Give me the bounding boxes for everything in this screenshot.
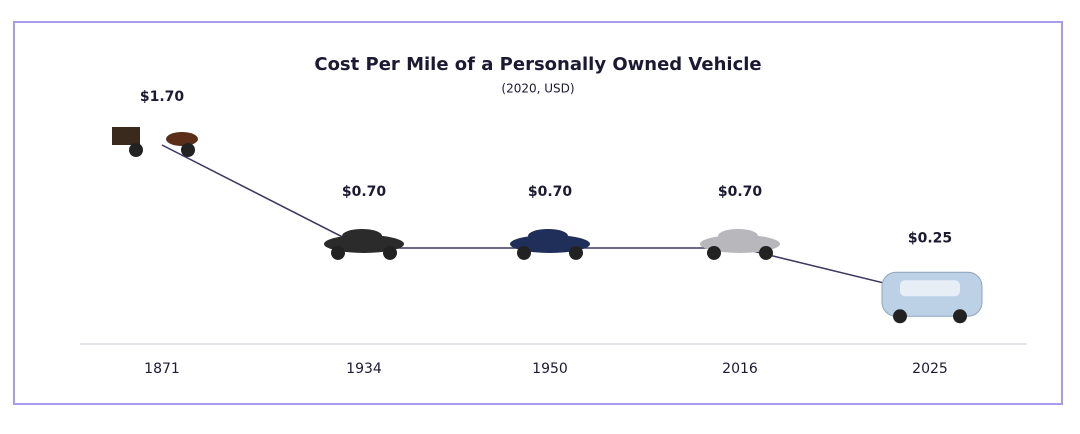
wheel [953,309,967,324]
vehicle-icon [881,271,983,324]
wheel [759,245,773,260]
x-tick-label: 2016 [722,361,758,377]
value-label: $1.70 [140,89,185,105]
vehicle-icon [112,127,198,157]
chart-subtitle: (2020, USD) [501,82,574,96]
vehicle-window [900,280,960,297]
value-label: $0.25 [908,230,952,246]
wheel [383,245,397,260]
vehicle-cabin [528,228,568,243]
x-tick-label: 1950 [532,361,568,377]
wheel [707,245,721,260]
x-tick-label: 1871 [144,361,180,377]
chart-title: Cost Per Mile of a Personally Owned Vehi… [314,54,761,75]
carriage [112,127,140,145]
x-tick-label: 2025 [912,361,948,377]
vehicle-icon [510,228,590,260]
vehicle-cabin [342,228,382,243]
wheel [331,245,345,260]
value-label: $0.70 [718,184,763,200]
vehicle-cabin [718,228,758,243]
horse [166,132,198,146]
wheel [569,245,583,260]
wheel [517,245,531,260]
vehicle-body [324,234,404,253]
vehicle-body [700,234,780,253]
wheel [129,143,143,157]
vehicle-icon [700,228,780,260]
vehicle-icon [324,228,404,260]
frame [13,21,1063,405]
wheel [181,143,195,157]
x-tick-label: 1934 [346,361,382,377]
value-label: $0.70 [528,184,573,200]
vehicle-body [510,234,590,253]
wheel [893,309,907,324]
value-label: $0.70 [342,184,387,200]
